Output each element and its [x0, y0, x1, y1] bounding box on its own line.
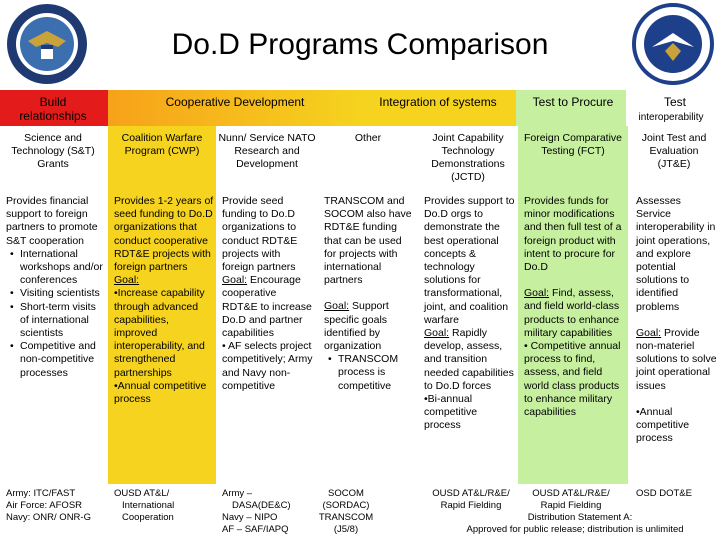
footer-st-grants: Army: ITC/FAST Air Force: AFOSR Navy: ON… [6, 488, 106, 524]
footer-line: Rapid Fielding [540, 500, 602, 511]
footer-line: Cooperation [122, 512, 174, 523]
jte-desc: Assesses Service interoperability in joi… [636, 195, 716, 313]
cwp-goal: •Increase capability through advanced ca… [114, 287, 205, 379]
jte-process: •Annual competitive process [636, 405, 690, 445]
header-procure: Test to Procure [532, 95, 614, 109]
footer-line: Air Force: AFOSR [6, 500, 83, 511]
cwp-body: Provides 1-2 years of seed funding to Do… [114, 195, 214, 406]
st-grants-intro: Provides financial support to foreign pa… [6, 195, 98, 247]
build-header-band [0, 90, 108, 126]
nunn-desc: Provide seed funding to Do.D organizatio… [222, 195, 298, 274]
subhead-cwp: Coalition Warfare Program (CWP) [121, 132, 203, 157]
jte-goal: Provide non-materiel solutions to solve … [636, 326, 717, 392]
header-build: Build relationships [19, 95, 87, 123]
subhead-nunn: Nunn/ Service NATO Research and Developm… [218, 132, 316, 170]
header-test-sub: interoperability [638, 112, 704, 123]
footer-line: OUSD AT&L/ [114, 488, 170, 499]
jte-goal-label: Goal: [636, 326, 662, 339]
footer-line: OUSD AT&L/R&E/ [432, 488, 510, 499]
footer-line: OSD DOT&E [636, 488, 692, 499]
fct-goal: Find, assess, and field world-class prod… [524, 287, 620, 339]
jctd-goal-wrap: Goal: Rapidly develop, assess, and trans… [424, 327, 516, 393]
header-coop: Cooperative Development [165, 95, 305, 109]
footer-nunn: Army – DASA(DE&C) Navy – NIPO AF – SAF/I… [222, 488, 318, 536]
agency-seal-icon [632, 3, 714, 85]
nunn-process: • AF selects project competitively; Army… [222, 340, 313, 392]
cwp-desc: Provides 1-2 years of seed funding to Do… [114, 195, 214, 274]
fct-desc: Provides funds for minor modifications a… [524, 195, 622, 274]
footer-jte: OSD DOT&E [636, 488, 716, 500]
column-bg-fct [518, 126, 628, 484]
subhead-jte: Joint Test and Evaluation (JT&E) [641, 132, 707, 170]
footer-line: International [122, 500, 175, 511]
footer-line: (J5/8) [333, 524, 359, 535]
jctd-goal: Rapidly develop, assess, and transition … [424, 327, 514, 392]
dod-seal-icon [7, 4, 87, 84]
jte-body: Assesses Service interoperability in joi… [636, 195, 718, 445]
jctd-process: •Bi-annual competitive process [424, 393, 478, 432]
list-item: Short-term visits of international scien… [10, 301, 104, 341]
footer-line: (SORDAC) [322, 500, 370, 511]
subhead-other: Other [354, 132, 382, 144]
other-goal-wrap: Goal: Support specific goals identified … [324, 300, 414, 353]
subhead-st-grants: Science and Technology (S&T) Grants [11, 132, 95, 170]
nunn-goal-label: Goal: [222, 274, 248, 287]
subhead-jctd: Joint Capability Technology Demonstratio… [431, 132, 505, 183]
jctd-goal-label: Goal: [424, 327, 450, 340]
integ-header-band [360, 90, 516, 126]
footer-jctd: OUSD AT&L/R&E/ Rapid Fielding [416, 488, 526, 512]
fct-goal-wrap: Goal: Find, assess, and field world-clas… [524, 287, 626, 340]
other-body: TRANSCOM and SOCOM also have RDT&E fundi… [324, 195, 414, 393]
approval-statement: Approved for public release; distributio… [466, 524, 684, 535]
header-integ: Integration of systems [379, 95, 497, 109]
other-goal-label: Goal: [324, 300, 350, 313]
jctd-body: Provides support to Do.D orgs to demonst… [424, 195, 516, 433]
fct-process: • Competitive annual process to find, as… [524, 340, 621, 419]
column-bg-cwp [108, 126, 216, 484]
footer-line: Rapid Fielding [440, 500, 502, 511]
header-test: Test [663, 95, 686, 109]
footer-line: SOCOM [328, 488, 364, 499]
jte-goal-wrap: Goal: Provide non-materiel solutions to … [636, 327, 718, 393]
nunn-body: Provide seed funding to Do.D organizatio… [222, 195, 314, 393]
footer-line: Navy: ONR/ ONR-G [6, 512, 91, 523]
footer-fct: OUSD AT&L/R&E/ Rapid Fielding [516, 488, 626, 512]
list-item: Visiting scientists [10, 287, 104, 300]
fct-goal-label: Goal: [524, 287, 550, 300]
list-item: TRANSCOM process is competitive [328, 353, 414, 393]
nunn-goal: Encourage cooperative RDT&E to increase … [222, 274, 312, 340]
footer-line: Army – [222, 488, 253, 499]
footer-line: Army: ITC/FAST [6, 488, 76, 499]
footer-line: TRANSCOM [318, 512, 374, 523]
footer-line: Navy – NIPO [222, 512, 278, 523]
footer-line: DASA(DE&C) [232, 500, 291, 511]
st-grants-bullets: International workshops and/or conferenc… [6, 248, 104, 380]
list-item: Competitive and non-competitive processe… [10, 340, 104, 380]
fct-body: Provides funds for minor modifications a… [524, 195, 626, 419]
cwp-goal-label: Goal: [114, 274, 140, 287]
nunn-goal-wrap: Goal: Encourage cooperative RDT&E to inc… [222, 274, 314, 340]
footer-line: OUSD AT&L/R&E/ [532, 488, 610, 499]
coop-header-band [108, 90, 360, 126]
cwp-process: •Annual competitive process [114, 379, 207, 406]
page-title: Do.D Programs Comparison [171, 28, 549, 61]
jctd-desc: Provides support to Do.D orgs to demonst… [424, 195, 515, 326]
other-goal: Support specific goals identified by org… [324, 300, 389, 353]
subhead-fct: Foreign Comparative Testing (FCT) [523, 132, 623, 157]
other-desc: TRANSCOM and SOCOM also have RDT&E fundi… [324, 195, 412, 287]
st-grants-body: Provides financial support to foreign pa… [6, 195, 104, 380]
footer-line: AF – SAF/IAPQ [222, 524, 289, 535]
footer-other: SOCOM (SORDAC) TRANSCOM (J5/8) [316, 488, 376, 536]
procure-header-band [516, 90, 626, 126]
footer-cwp: OUSD AT&L/ International Cooperation [114, 488, 214, 524]
distribution-statement: Distribution Statement A: [527, 512, 633, 523]
list-item: International workshops and/or conferenc… [10, 248, 104, 288]
other-bullets: TRANSCOM process is competitive [324, 353, 414, 393]
